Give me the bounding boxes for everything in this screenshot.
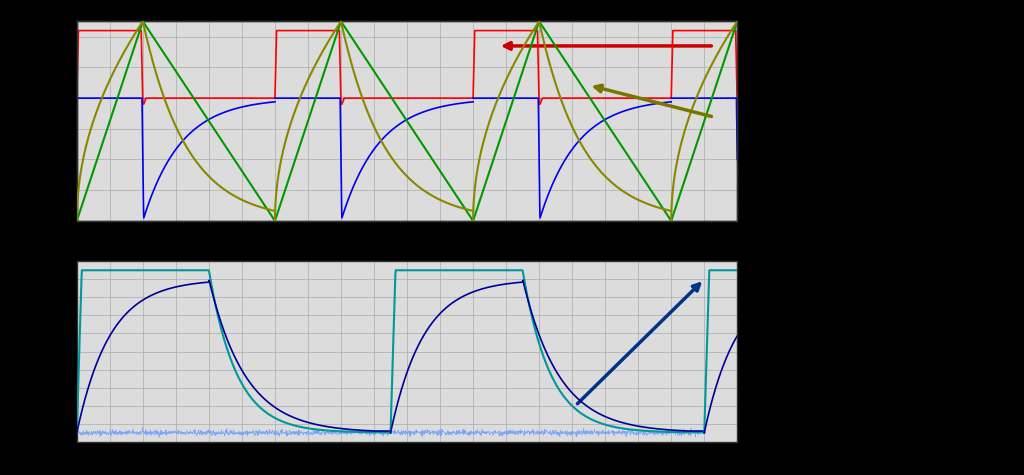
Y-axis label: Fluxo [L/min]: Fluxo [L/min]: [37, 85, 47, 158]
Y-axis label: Pressão [cmH2O]: Pressão [cmH2O]: [40, 303, 50, 400]
Y-axis label: Volume
[L]: Volume [L]: [770, 102, 792, 141]
Title: Curva de Pressão: Curva de Pressão: [352, 243, 462, 256]
Title: Curvas de Fluxo e Volume: Curvas de Fluxo e Volume: [326, 3, 488, 16]
